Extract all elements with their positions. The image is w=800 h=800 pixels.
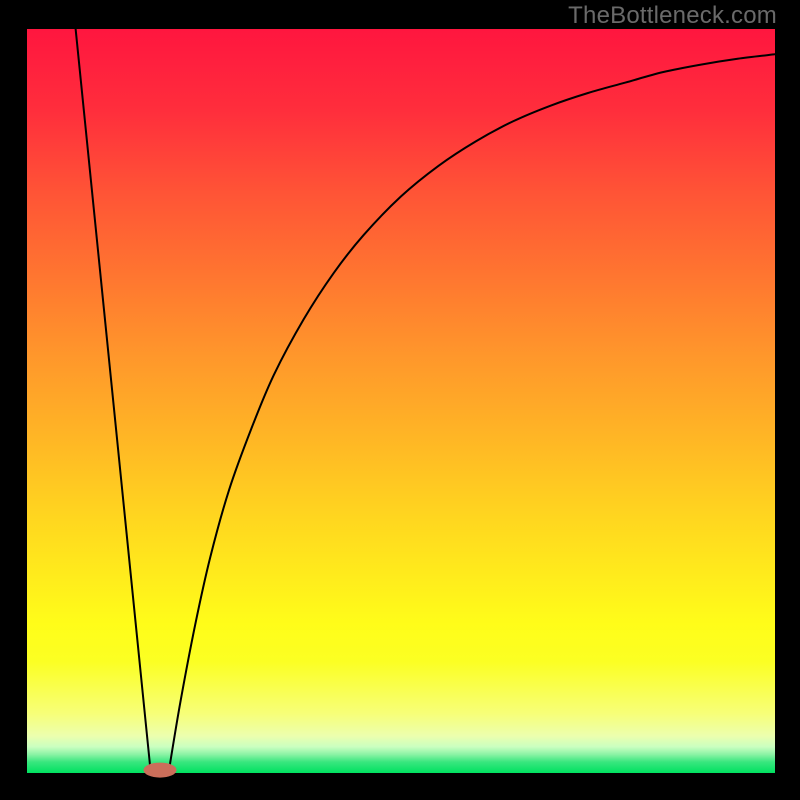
minimum-marker [144,763,177,778]
watermark-text: TheBottleneck.com [568,2,777,30]
plot-area [27,29,775,773]
chart-root: TheBottleneck.com [0,0,800,800]
plot-svg [27,29,775,773]
